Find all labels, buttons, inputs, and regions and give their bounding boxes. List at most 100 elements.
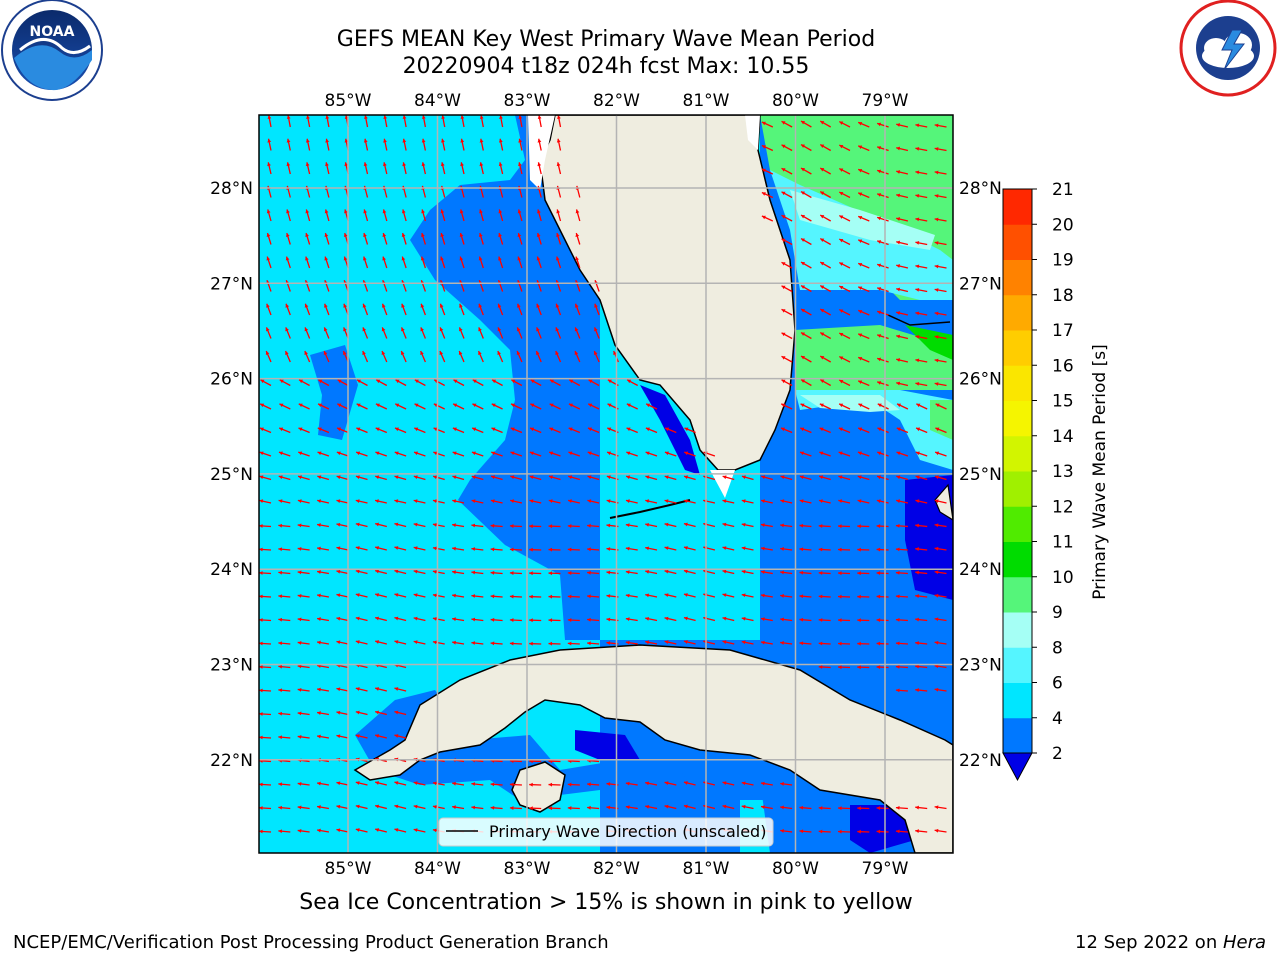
wave-arrow-head: [452, 570, 456, 575]
wave-arrow-head: [761, 499, 765, 504]
wave-arrow-head: [567, 571, 572, 575]
wave-arrow-head: [800, 427, 805, 432]
wave-arrow-head: [895, 829, 900, 834]
wave-arrow-head: [761, 475, 766, 480]
wave-arrow-head: [818, 806, 823, 810]
wave-arrow-head: [876, 571, 881, 576]
wave-arrow-head: [857, 594, 861, 599]
wave-arrow-head: [498, 209, 503, 214]
wave-arrow-head: [518, 115, 523, 120]
wave-arrow-head: [876, 665, 881, 670]
wave-arrow-head: [529, 547, 533, 552]
wave-arrow-head: [323, 327, 328, 332]
wave-arrow-head: [375, 781, 380, 785]
wave-arrow-head: [915, 475, 920, 480]
wave-arrow-head: [460, 138, 465, 143]
wave-arrow-head: [363, 138, 368, 143]
wave-arrow-head: [587, 523, 591, 528]
wave-arrow-head: [781, 168, 786, 172]
wave-arrow-head: [471, 499, 476, 504]
wave-arrow-head: [915, 570, 919, 575]
wave-arrow-head: [934, 241, 939, 245]
wave-arrow-head: [394, 640, 399, 644]
wave-arrow-head: [645, 804, 650, 809]
wave-arrow-head: [285, 350, 289, 355]
wave-arrow-head: [490, 594, 495, 599]
wave-arrow-head: [858, 380, 863, 385]
wave-arrow-head: [896, 334, 901, 339]
wave-arrow-head: [799, 547, 804, 552]
wave-arrow-head: [266, 327, 270, 332]
wave-arrow-head: [934, 170, 939, 175]
colorbar-segment: [1003, 435, 1032, 472]
wave-arrow-head: [376, 379, 381, 384]
wave-arrow-head: [518, 138, 523, 143]
wave-arrow-head: [267, 138, 272, 143]
wave-arrow-head: [664, 499, 669, 504]
wave-arrow-head: [336, 734, 341, 739]
wave-arrow-head: [453, 379, 458, 384]
wave-arrow-head: [626, 451, 631, 456]
wave-arrow-head: [421, 115, 426, 120]
wave-arrow-head: [799, 594, 804, 599]
wave-arrow-head: [800, 379, 805, 383]
wave-arrow-head: [459, 303, 463, 308]
colorbar-segment: [1003, 612, 1032, 648]
wave-arrow-head: [432, 593, 437, 598]
wave-arrow-head: [838, 665, 842, 670]
wave-arrow-head: [606, 547, 611, 551]
wave-arrow-head: [741, 569, 746, 574]
wave-arrow-head: [664, 616, 669, 621]
wave-arrow-head: [343, 233, 348, 237]
wave-arrow-head: [896, 193, 901, 198]
wave-arrow-head: [452, 427, 457, 432]
wave-arrow-head: [613, 350, 617, 355]
wave-arrow-head: [820, 356, 825, 360]
wave-arrow-head: [432, 828, 437, 833]
colorbar-tick-label: 8: [1052, 638, 1063, 658]
wave-arrow-head: [305, 256, 309, 261]
wave-arrow-head: [259, 547, 263, 552]
wave-arrow-head: [478, 350, 482, 355]
wave-arrow-head: [439, 303, 444, 308]
wave-arrow-head: [471, 782, 476, 786]
wave-arrow-head: [375, 640, 380, 644]
wave-arrow-head: [664, 593, 669, 597]
colorbar-segment: [1003, 717, 1032, 754]
map-layers: [310, 115, 953, 853]
footer-left: NCEP/EMC/Verification Post Processing Pr…: [13, 932, 609, 953]
colorbar-segment: [1003, 365, 1032, 401]
wave-arrow-head: [877, 451, 882, 456]
wave-arrow-head: [305, 209, 310, 214]
lat-tick-label: 22°N: [210, 751, 253, 771]
wave-arrow-head: [857, 451, 862, 456]
wave-arrow-head: [267, 115, 272, 120]
wave-arrow-head: [568, 403, 573, 408]
wave-arrow-head: [567, 547, 572, 552]
wave-arrow-head: [548, 594, 553, 599]
wave-arrow-head: [259, 782, 263, 787]
wave-arrow-head: [915, 594, 919, 598]
lat-tick-label: 22°N: [959, 751, 1002, 771]
colorbar-tick-label: 10: [1052, 568, 1074, 588]
wave-arrow-head: [529, 451, 534, 456]
wave-arrow-head: [260, 403, 265, 408]
wave-arrow-head: [857, 571, 861, 576]
wave-arrow-head: [857, 499, 862, 504]
lon-tick-label: 82°W: [593, 859, 640, 879]
wave-arrow-head: [574, 350, 579, 355]
wave-arrow-head: [761, 121, 766, 126]
wave-arrow-head: [356, 403, 361, 408]
wave-arrow-head: [336, 499, 341, 504]
wave-arrow-head: [317, 781, 321, 786]
wave-arrow-head: [382, 256, 386, 261]
wave-arrow-head: [356, 427, 361, 432]
wave-arrow-head: [896, 499, 901, 504]
wave-arrow-head: [838, 829, 842, 834]
colorbar-tick-label: 12: [1052, 497, 1074, 517]
wave-arrow-head: [780, 427, 785, 432]
wave-arrow-head: [606, 617, 611, 622]
wave-arrow-head: [440, 233, 445, 237]
wave-arrow-head: [458, 350, 463, 355]
wave-arrow-head: [297, 570, 302, 575]
